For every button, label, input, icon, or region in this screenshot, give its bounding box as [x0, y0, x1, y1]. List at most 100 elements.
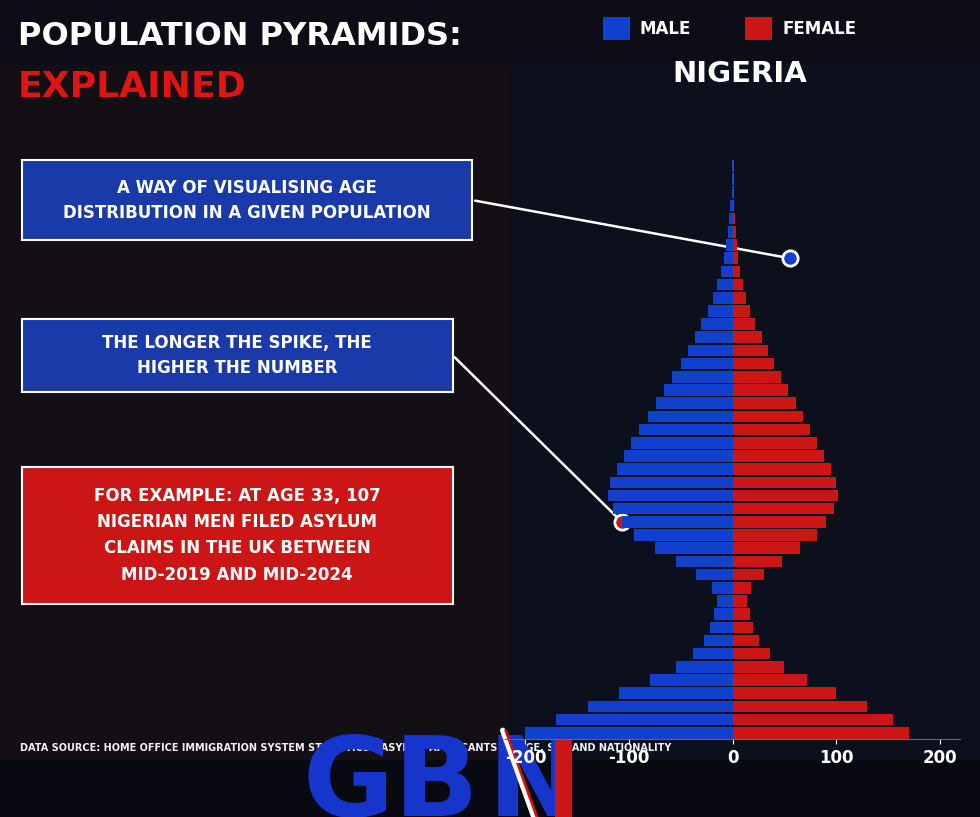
Bar — [693, 648, 732, 659]
Text: FOR EXAMPLE: AT AGE 33, 107
NIGERIAN MEN FILED ASYLUM
CLAIMS IN THE UK BETWEEN
M: FOR EXAMPLE: AT AGE 33, 107 NIGERIAN MEN… — [94, 487, 380, 583]
Bar — [731, 173, 732, 185]
Text: G: G — [302, 733, 394, 817]
Bar — [732, 305, 750, 317]
Bar — [732, 489, 838, 502]
Bar — [732, 239, 737, 251]
Bar — [732, 529, 817, 541]
Bar — [0, 65, 510, 760]
Bar — [611, 476, 732, 488]
Bar — [603, 17, 630, 40]
Bar — [730, 199, 732, 212]
Bar — [732, 503, 834, 515]
Bar — [732, 384, 789, 395]
Bar — [675, 556, 732, 567]
Bar — [732, 661, 784, 672]
Bar — [510, 65, 980, 760]
Bar — [672, 371, 732, 382]
Bar — [732, 292, 746, 304]
Bar — [732, 266, 740, 277]
Text: THE LONGER THE SPIKE, THE
HIGHER THE NUMBER: THE LONGER THE SPIKE, THE HIGHER THE NUM… — [102, 334, 372, 377]
Bar — [631, 437, 732, 449]
Bar — [732, 424, 810, 435]
Bar — [732, 252, 738, 264]
Bar — [732, 516, 826, 528]
Bar — [634, 529, 732, 541]
Bar — [732, 648, 770, 659]
Bar — [732, 569, 763, 580]
Bar — [732, 411, 803, 422]
FancyBboxPatch shape — [22, 160, 472, 240]
Bar — [732, 345, 767, 356]
Bar — [732, 476, 836, 488]
Bar — [732, 160, 734, 172]
Text: MALE: MALE — [640, 20, 691, 38]
Bar — [726, 239, 732, 251]
Bar — [681, 358, 732, 369]
Bar — [732, 542, 800, 554]
Bar — [732, 556, 782, 567]
Bar — [732, 226, 736, 238]
Bar — [616, 463, 732, 475]
Bar — [712, 292, 732, 304]
Bar — [732, 173, 734, 185]
Bar — [745, 17, 772, 40]
Bar — [732, 687, 836, 699]
Text: N: N — [487, 733, 581, 817]
Bar — [732, 701, 867, 712]
Bar — [732, 674, 808, 685]
Bar — [588, 701, 732, 712]
Bar — [732, 186, 734, 198]
Bar — [621, 516, 732, 528]
Bar — [732, 213, 735, 225]
Bar — [624, 450, 732, 462]
Bar — [732, 463, 831, 475]
Text: A WAY OF VISUALISING AGE
DISTRIBUTION IN A GIVEN POPULATION: A WAY OF VISUALISING AGE DISTRIBUTION IN… — [63, 179, 431, 221]
Bar — [648, 411, 732, 422]
Bar — [732, 397, 796, 409]
Bar — [557, 714, 732, 725]
Text: FEMALE: FEMALE — [782, 20, 857, 38]
Text: B: B — [394, 733, 478, 817]
Bar — [732, 319, 756, 330]
Bar — [732, 714, 893, 725]
Bar — [655, 542, 732, 554]
Bar — [702, 319, 732, 330]
Bar — [717, 279, 732, 290]
Bar — [555, 733, 572, 817]
Bar — [697, 569, 732, 580]
FancyBboxPatch shape — [22, 467, 453, 604]
Bar — [675, 661, 732, 672]
Bar — [732, 358, 774, 369]
Bar — [732, 635, 760, 646]
Bar — [732, 622, 754, 633]
Bar — [664, 384, 732, 395]
Bar — [721, 266, 732, 277]
Bar — [708, 305, 732, 317]
Bar — [732, 437, 817, 449]
Text: NIGERIA: NIGERIA — [672, 60, 808, 87]
Bar — [732, 609, 750, 620]
Bar — [525, 727, 732, 739]
Bar — [731, 186, 732, 198]
Bar — [713, 609, 732, 620]
Bar — [609, 489, 732, 502]
Bar — [613, 503, 732, 515]
Bar — [695, 332, 732, 343]
Bar — [732, 582, 752, 594]
Bar — [732, 371, 781, 382]
Bar — [717, 595, 732, 607]
Bar — [710, 622, 732, 633]
Bar — [732, 199, 734, 212]
Bar — [729, 213, 732, 225]
Text: POPULATION PYRAMIDS:: POPULATION PYRAMIDS: — [18, 21, 462, 52]
Bar — [656, 397, 732, 409]
Bar — [732, 279, 743, 290]
Bar — [704, 635, 732, 646]
Bar — [650, 674, 732, 685]
Bar — [732, 332, 761, 343]
Text: EXPLAINED: EXPLAINED — [18, 70, 246, 105]
Bar — [618, 687, 732, 699]
Bar — [0, 760, 980, 817]
Bar — [732, 595, 747, 607]
FancyBboxPatch shape — [22, 319, 453, 392]
